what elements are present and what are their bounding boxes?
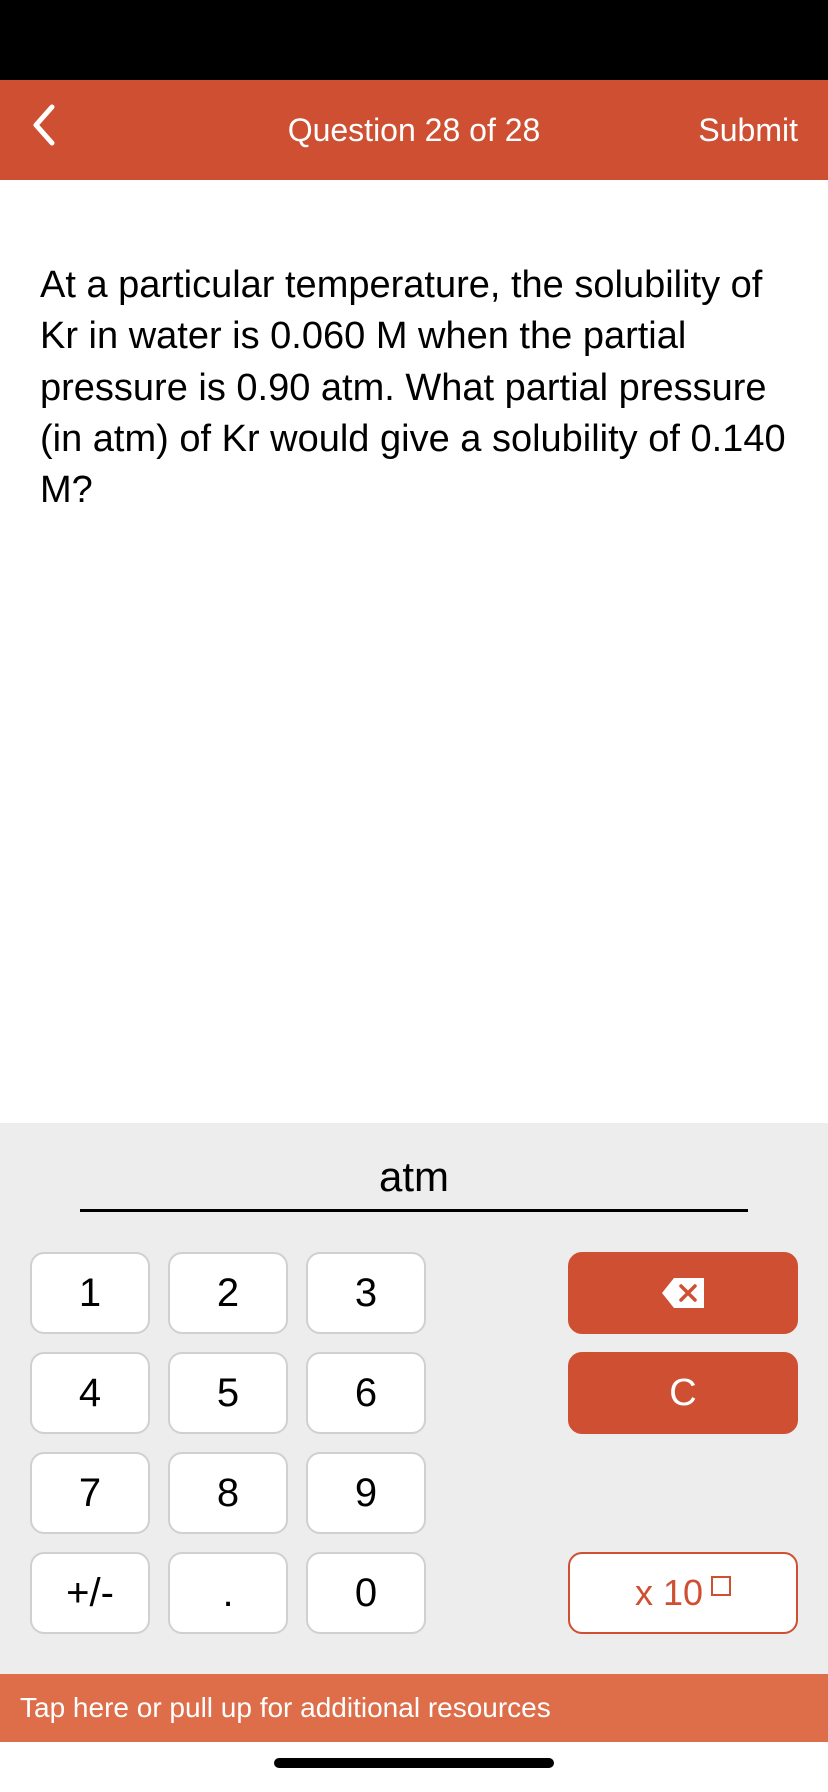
key-plus-minus[interactable]: +/- <box>30 1552 150 1634</box>
answer-section: atm 1 2 3 4 5 6 C 7 8 9 +/- . 0 x 10 <box>0 1123 828 1674</box>
key-clear[interactable]: C <box>568 1352 798 1434</box>
answer-input[interactable]: atm <box>80 1153 748 1212</box>
backspace-icon <box>660 1276 706 1310</box>
key-exponent[interactable]: x 10 <box>568 1552 798 1634</box>
key-9[interactable]: 9 <box>306 1452 426 1534</box>
key-4[interactable]: 4 <box>30 1352 150 1434</box>
home-indicator[interactable] <box>274 1758 554 1768</box>
key-2[interactable]: 2 <box>168 1252 288 1334</box>
key-1[interactable]: 1 <box>30 1252 150 1334</box>
key-exponent-label: x 10 <box>635 1572 703 1614</box>
content-area: At a particular temperature, the solubil… <box>0 180 828 1123</box>
back-button[interactable] <box>30 103 56 158</box>
key-8[interactable]: 8 <box>168 1452 288 1534</box>
home-indicator-area <box>0 1742 828 1792</box>
resources-footer[interactable]: Tap here or pull up for additional resou… <box>0 1674 828 1742</box>
status-bar <box>0 0 828 80</box>
key-0[interactable]: 0 <box>306 1552 426 1634</box>
question-counter: Question 28 of 28 <box>288 112 541 149</box>
key-7[interactable]: 7 <box>30 1452 150 1534</box>
key-6[interactable]: 6 <box>306 1352 426 1434</box>
key-decimal[interactable]: . <box>168 1552 288 1634</box>
key-backspace[interactable] <box>568 1252 798 1334</box>
key-5[interactable]: 5 <box>168 1352 288 1434</box>
keypad: 1 2 3 4 5 6 C 7 8 9 +/- . 0 x 10 <box>30 1232 798 1654</box>
chevron-left-icon <box>30 103 56 147</box>
exponent-box-icon <box>711 1576 731 1596</box>
header: Question 28 of 28 Submit <box>0 80 828 180</box>
submit-button[interactable]: Submit <box>698 112 798 149</box>
key-3[interactable]: 3 <box>306 1252 426 1334</box>
answer-unit: atm <box>379 1153 449 1201</box>
question-text: At a particular temperature, the solubil… <box>40 260 788 516</box>
